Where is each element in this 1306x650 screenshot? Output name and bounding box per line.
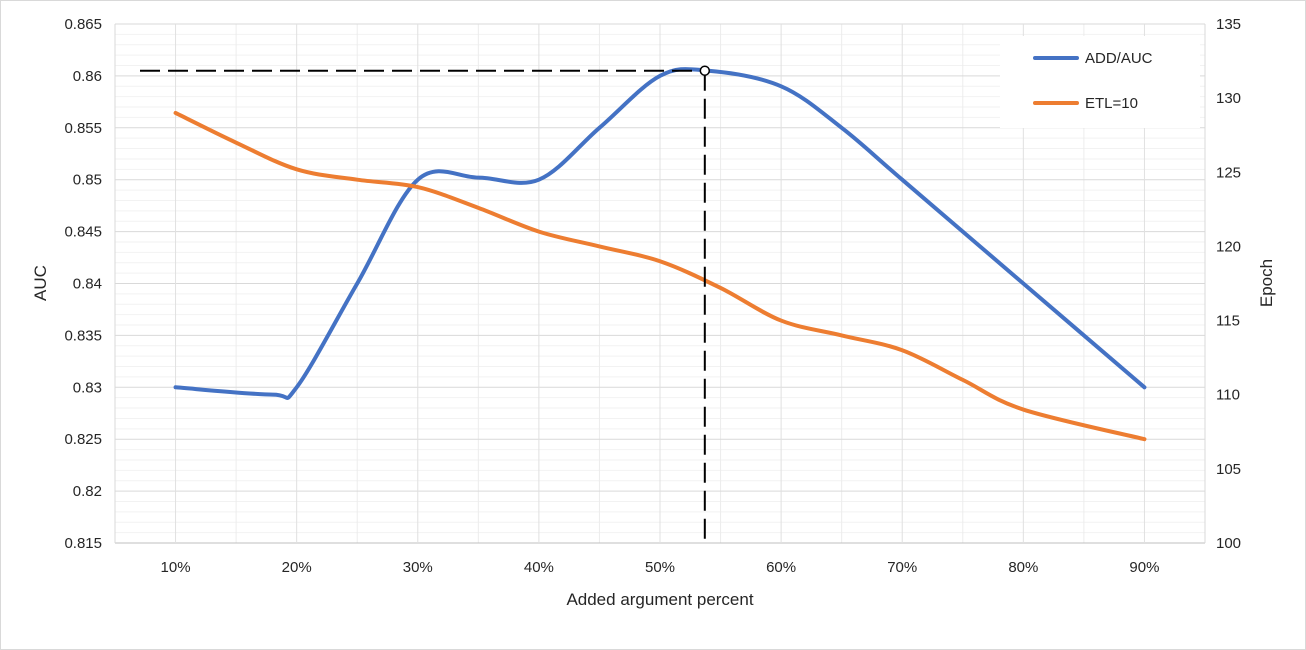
y-tick-label: 0.845 [64, 224, 102, 241]
y2-tick-label: 100 [1216, 535, 1241, 552]
y2-tick-label: 115 [1216, 313, 1240, 330]
y-tick-label: 0.825 [64, 431, 102, 448]
x-tick-label: 20% [282, 559, 312, 576]
x-tick-label: 60% [766, 559, 796, 576]
y2-tick-label: 130 [1216, 90, 1241, 107]
x-tick-label: 90% [1129, 559, 1159, 576]
max-annotation [140, 65, 711, 543]
y2-tick-label: 110 [1216, 387, 1240, 404]
y-tick-label: 0.85 [73, 172, 102, 189]
y-tick-label: 0.855 [64, 120, 102, 137]
legend-label-add-auc: ADD/AUC [1085, 50, 1153, 67]
x-tick-label: 50% [645, 559, 675, 576]
y-tick-label: 0.86 [73, 68, 102, 85]
y2-tick-label: 105 [1216, 461, 1241, 478]
y2-tick-label: 135 [1216, 16, 1241, 33]
x-tick-label: 70% [887, 559, 917, 576]
legend-label-etl: ETL=10 [1085, 95, 1138, 112]
x-axis-title: Added argument percent [566, 590, 753, 609]
series-line-add-auc [173, 67, 1147, 400]
y-tick-label: 0.82 [73, 483, 102, 500]
y2-tick-label: 125 [1216, 164, 1241, 181]
y2-tick-label: 120 [1216, 238, 1241, 255]
major-gridlines [114, 23, 1206, 544]
annotation-peak-marker [699, 65, 711, 76]
series-lines [173, 67, 1147, 442]
y-tick-label: 0.84 [73, 276, 102, 293]
y-axis-title: AUC [31, 265, 50, 301]
y-tick-labels: 0.815 0.82 0.825 0.83 0.835 0.84 0.845 0.85 0.85… [64, 16, 102, 552]
x-tick-labels: 10% 20% 30% 40% 50% 60% 70% 80% 90% [161, 559, 1160, 576]
x-tick-label: 10% [161, 559, 191, 576]
x-tick-label: 30% [403, 559, 433, 576]
y-tick-label: 0.815 [64, 535, 102, 552]
legend: ADD/AUC ETL=10 [1000, 36, 1200, 128]
x-tick-label: 80% [1008, 559, 1038, 576]
x-tick-label: 40% [524, 559, 554, 576]
y2-tick-labels: 100 105 110 115 120 125 130 135 [1216, 16, 1241, 552]
y-tick-label: 0.83 [73, 379, 102, 396]
legend-background [1000, 36, 1200, 128]
y-tick-label: 0.865 [64, 16, 102, 33]
y-tick-label: 0.835 [64, 327, 102, 344]
series-line-etl [173, 110, 1147, 442]
y2-axis-title: Epoch [1257, 259, 1276, 307]
